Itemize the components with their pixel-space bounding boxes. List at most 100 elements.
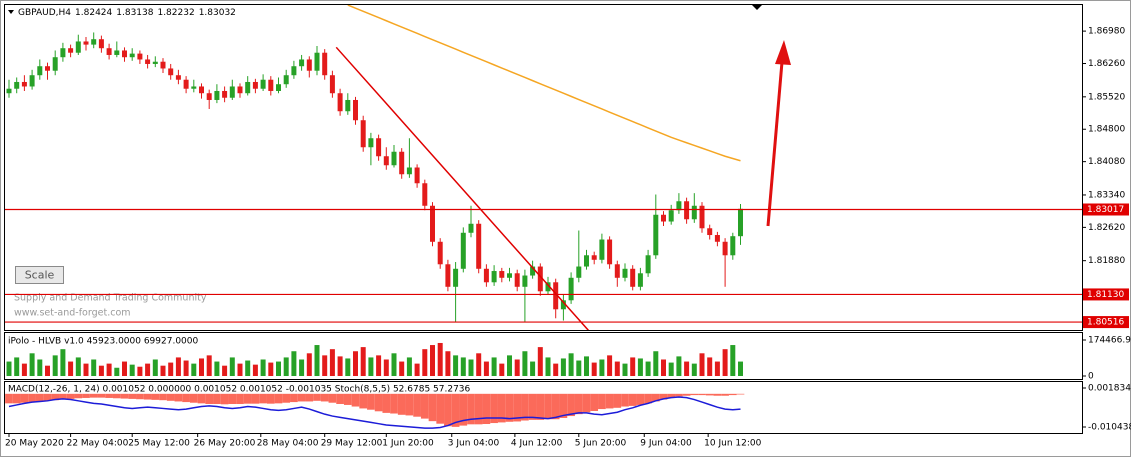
candle-body [260,79,266,89]
macd-bar [474,393,483,425]
macd-bar [390,393,398,414]
macd-bar [690,393,699,396]
candle-body [75,41,81,53]
macd-bar [698,393,706,396]
candle-body [584,255,589,267]
candle-body [684,201,690,220]
volume-bar [191,363,197,376]
macd-bar [559,393,568,418]
volume-bar [437,342,443,376]
macd-bar [20,393,29,403]
candle-body [691,205,697,220]
candle-body [560,300,566,310]
volume-bar [75,357,81,376]
moving-average [347,5,741,162]
button-label[interactable]: Scale [25,269,55,282]
macd-bar [274,393,283,404]
macd-bar [182,393,190,403]
candle-body [183,79,189,89]
candle-body [368,138,374,148]
candle-body [460,232,466,269]
volume-bar [730,345,736,376]
macd-bar [228,393,237,404]
macd-bar [667,393,676,398]
volume-bar [245,360,251,376]
candle-body [707,228,713,236]
candle-body [376,138,382,157]
macd-bar [682,393,691,396]
shift-marker [752,5,762,10]
volume-bar [499,363,505,376]
x-tick-label: 10 Jun 12:00 [704,439,761,449]
macd-bar [328,393,337,403]
volume-bar [175,357,181,376]
macd-bar [97,393,106,398]
level-label-box [1083,203,1129,216]
macd-bar [721,393,729,396]
volume-bar [21,363,27,376]
x-tick-label: 4 Jun 12:00 [511,439,563,449]
candle-body [21,81,27,87]
macd-bar [728,393,737,396]
macd-bar [290,393,298,403]
volume-bar [160,365,166,376]
macd-bar [35,393,44,402]
y-tick-label: 1.82620 [1088,223,1125,233]
volume-bar [106,363,112,376]
button-box[interactable] [15,266,64,284]
macd-bar [536,393,545,420]
volume-bar [376,355,382,376]
volume-bar [168,362,174,376]
volume-bar [122,361,127,376]
y-tick-label: 1.86260 [1088,59,1125,69]
macd-bar [736,393,745,395]
macd-bar [313,393,321,401]
macd-bar [82,393,90,398]
main-plot [6,5,743,330]
macd-bar [213,393,221,404]
macd-bar [605,393,614,409]
macd-bar [482,393,491,425]
volume-bar [222,365,228,376]
macd-bar [613,393,622,408]
macd-bar [136,393,144,400]
volume-bar [430,345,435,376]
volume-bar [129,364,135,376]
macd-bar [382,393,391,413]
candle-body [599,239,605,260]
volume-bar [83,363,89,376]
scale-button[interactable]: Scale [15,266,64,284]
volume-bar [653,351,659,376]
candle-body [430,205,435,242]
macd-bar [343,393,352,405]
volume-bar [483,361,489,376]
volume-bar [114,367,120,376]
x-tick-label: 29 May 12:00 [321,439,383,449]
candle-body [337,93,343,112]
macd-bar [675,393,683,397]
macd-tick-label: 0.001834 [1088,383,1131,393]
volume-bar [237,363,243,376]
candle-body [661,214,666,222]
macd-bar [528,393,537,420]
candle-body [576,266,582,278]
macd-bar [220,393,229,405]
candle-body [499,271,505,278]
level-label: 1.83017 [1087,205,1124,215]
candle-body [714,235,720,242]
candle-body [152,61,158,64]
x-tick-label: 3 Jun 04:00 [448,439,500,449]
y-tick-label: 1.83340 [1088,190,1125,200]
volume-bar [383,359,389,376]
high: 1.83138 [116,8,153,18]
candle-body [445,264,451,287]
candle-body [545,282,551,292]
menu-triangle[interactable] [8,10,14,14]
volume-bar [206,355,212,376]
volume-bar [514,359,520,376]
volume-bar [14,357,20,376]
macd-bar [405,393,414,416]
volume-tick-label: 174466.95 [1088,336,1131,346]
candle-body [206,93,212,100]
candle-body [722,241,728,256]
